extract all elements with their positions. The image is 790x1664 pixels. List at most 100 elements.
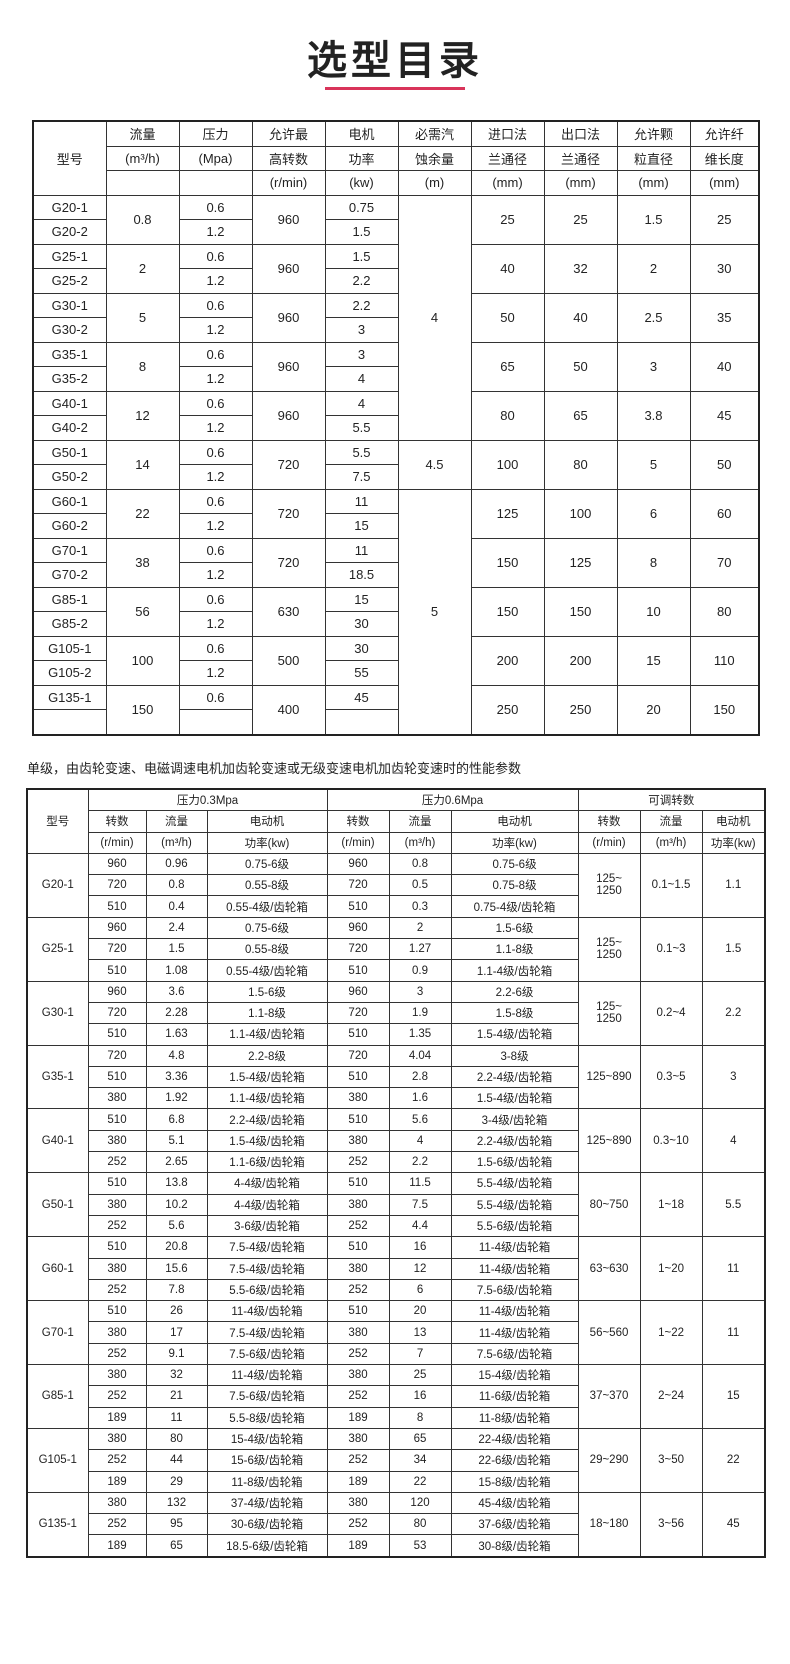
header-cell: (mm) xyxy=(543,170,618,196)
motor-cell: 7.5-4级/齿轮箱 xyxy=(206,1257,328,1280)
table-row: G60-1 22 0.6 720 11 5 125 100 6 60 xyxy=(32,488,760,735)
inlet-cell: 100 xyxy=(470,439,545,490)
flow-cell: 8 xyxy=(105,341,180,392)
header-cell: 电动机 xyxy=(701,810,766,833)
header-cell: 功率 xyxy=(324,145,399,171)
fiber-cell: 150 xyxy=(689,684,760,735)
inlet-cell: 50 xyxy=(470,292,545,343)
motor-cell: 18.5-6级/齿轮箱 xyxy=(206,1534,328,1558)
npsh-cell: 5 xyxy=(397,488,472,735)
table-row: 720 2.28 1.1-8级 720 1.9 1.5-8级 xyxy=(27,1001,765,1025)
table-row: G70-1 38 0.6 720 11 150 125 8 70 xyxy=(32,537,760,588)
speed-cell: 510 xyxy=(326,1236,390,1259)
speed-cell: 380 xyxy=(326,1491,390,1515)
pressure-cell: 1.2 xyxy=(178,562,253,588)
model-cell: G60-2 xyxy=(32,513,107,539)
fiber-cell: 35 xyxy=(689,292,760,343)
flow-cell: 38 xyxy=(105,537,180,588)
speed-cell: 510 xyxy=(87,895,147,918)
speed-cell: 252 xyxy=(326,1278,390,1302)
header-cell: 维长度 xyxy=(689,145,760,171)
particle-cell: 2.5 xyxy=(616,292,691,343)
section-header: 压力0.6Mpa xyxy=(326,788,579,812)
speed-cell: 510 xyxy=(87,1172,147,1195)
fiber-cell: 70 xyxy=(689,537,760,588)
adjustable-power-cell: 4 xyxy=(701,1108,766,1174)
motor-cell: 11-4级/齿轮箱 xyxy=(450,1257,579,1280)
motor-cell: 15-4级/齿轮箱 xyxy=(206,1427,328,1451)
table-row: 189 65 18.5-6级/齿轮箱 189 53 30-8级/齿轮箱 xyxy=(27,1534,765,1558)
motor-cell: 1.5-4级/齿轮箱 xyxy=(206,1065,328,1089)
fiber-cell: 30 xyxy=(689,243,760,294)
flow-cell: 11.5 xyxy=(388,1172,452,1195)
selection-table: 型号 流量 压力 允许最 电机 必需汽 进口法 出口法 允许颗 允许纤 (m³/h) (Mpa) 高转数… xyxy=(32,120,760,736)
performance-subtitle: 单级，由齿轮变速、电磁调速电机加齿轮变速或无级变速电机加齿轮变速时的性能参数 xyxy=(27,761,522,776)
flow-cell: 9.1 xyxy=(145,1342,208,1366)
speed-cell: 380 xyxy=(87,1087,147,1110)
table-row: G50-1 510 13.8 4-4级/齿轮箱 510 11.5 5.5-4级/齿轮箱 80~… xyxy=(26,1172,766,1238)
table-row: 510 0.4 0.55-4级/齿轮箱 510 0.3 0.75-4级/齿轮箱 xyxy=(27,895,765,918)
table-row: 380 15.6 7.5-4级/齿轮箱 380 12 11-4级/齿轮箱 xyxy=(27,1257,765,1280)
model-cell: G40-1 xyxy=(32,390,107,416)
section-header: 压力0.3Mpa xyxy=(87,788,328,812)
speed-cell: 510 xyxy=(326,1300,390,1323)
inlet-cell: 125 xyxy=(470,488,545,539)
motor-cell: 0.75-8级 xyxy=(450,874,579,897)
header-cell: (m) xyxy=(397,170,472,196)
model-cell: G50-1 xyxy=(26,1172,89,1238)
npsh-cell: 4.5 xyxy=(397,439,472,490)
speed-cell: 510 xyxy=(87,1236,147,1259)
flow-cell: 0.8 xyxy=(388,852,452,876)
model-cell: G25-2 xyxy=(32,268,107,294)
speed-cell: 380 xyxy=(87,1193,147,1216)
adjustable-flow-cell: 3~56 xyxy=(639,1491,703,1558)
adjustable-power-cell: 1.5 xyxy=(701,916,766,982)
power-cell xyxy=(324,709,399,735)
table-row: G30-2 1.2 3 xyxy=(32,317,759,343)
motor-cell: 1.1-4级/齿轮箱 xyxy=(206,1087,328,1110)
motor-cell: 15-6级/齿轮箱 xyxy=(206,1449,328,1472)
speed-cell: 960 xyxy=(326,852,390,876)
power-cell: 15 xyxy=(324,513,399,539)
power-cell: 45 xyxy=(324,684,399,710)
header-cell xyxy=(105,170,180,196)
table-row: G30-1 5 0.6 960 2.2 50 40 2.5 35 xyxy=(32,292,760,343)
header-cell: 电机 xyxy=(324,120,399,147)
flow-cell: 8 xyxy=(388,1406,452,1429)
table-row: 252 2.65 1.1-6级/齿轮箱 252 2.2 1.5-6级/齿轮箱 xyxy=(27,1151,765,1174)
header-cell: (m³/h) xyxy=(105,145,180,171)
table-row: 189 29 11-8级/齿轮箱 189 22 15-8级/齿轮箱 xyxy=(27,1470,765,1493)
adjustable-power-cell: 11 xyxy=(701,1236,766,1302)
pressure-cell: 0.6 xyxy=(178,586,253,612)
particle-cell: 3.8 xyxy=(616,390,691,441)
motor-cell: 0.55-4级/齿轮箱 xyxy=(206,959,328,982)
table-row: G20-1 960 0.96 0.75-6级 960 0.8 0.75-6级 125~ 125… xyxy=(26,852,766,918)
table-row: G85-1 56 0.6 630 15 150 150 10 80 xyxy=(32,586,760,637)
motor-cell: 3-4级/齿轮箱 xyxy=(450,1108,579,1131)
model-cell: G25-1 xyxy=(32,243,107,269)
table-row: G70-2 1.2 18.5 xyxy=(32,562,759,588)
flow-cell: 6.8 xyxy=(145,1108,208,1131)
motor-cell: 11-4级/齿轮箱 xyxy=(206,1300,328,1323)
speed-cell: 720 xyxy=(326,1001,390,1025)
motor-cell: 7.5-6级/齿轮箱 xyxy=(450,1278,579,1302)
motor-cell: 2.2-6级 xyxy=(450,980,579,1003)
power-cell: 2.2 xyxy=(324,268,399,294)
table-row: G20-1 0.8 0.6 960 0.75 4 25 25 1.5 25 xyxy=(32,194,760,441)
adjustable-power-cell: 15 xyxy=(701,1364,766,1429)
header-row: 转数 流量 电动机 转数 流量 电动机 转数 流量 电动机 xyxy=(27,810,766,833)
model-cell: G85-1 xyxy=(32,586,107,612)
page-title: 选型目录 xyxy=(307,38,483,84)
flow-cell: 2.28 xyxy=(145,1001,208,1025)
flow-cell: 12 xyxy=(105,390,180,441)
particle-cell: 6 xyxy=(616,488,691,539)
speed-cell: 189 xyxy=(326,1534,390,1558)
flow-cell: 80 xyxy=(145,1427,208,1451)
motor-cell: 11-8级/齿轮箱 xyxy=(206,1470,328,1493)
flow-cell: 1.92 xyxy=(145,1087,208,1110)
pressure-cell: 1.2 xyxy=(178,268,253,294)
speed-cell: 510 xyxy=(87,1108,147,1131)
motor-cell: 1.1-4级/齿轮箱 xyxy=(450,959,579,982)
motor-cell: 11-4级/齿轮箱 xyxy=(450,1300,579,1323)
inlet-cell: 200 xyxy=(470,635,545,686)
